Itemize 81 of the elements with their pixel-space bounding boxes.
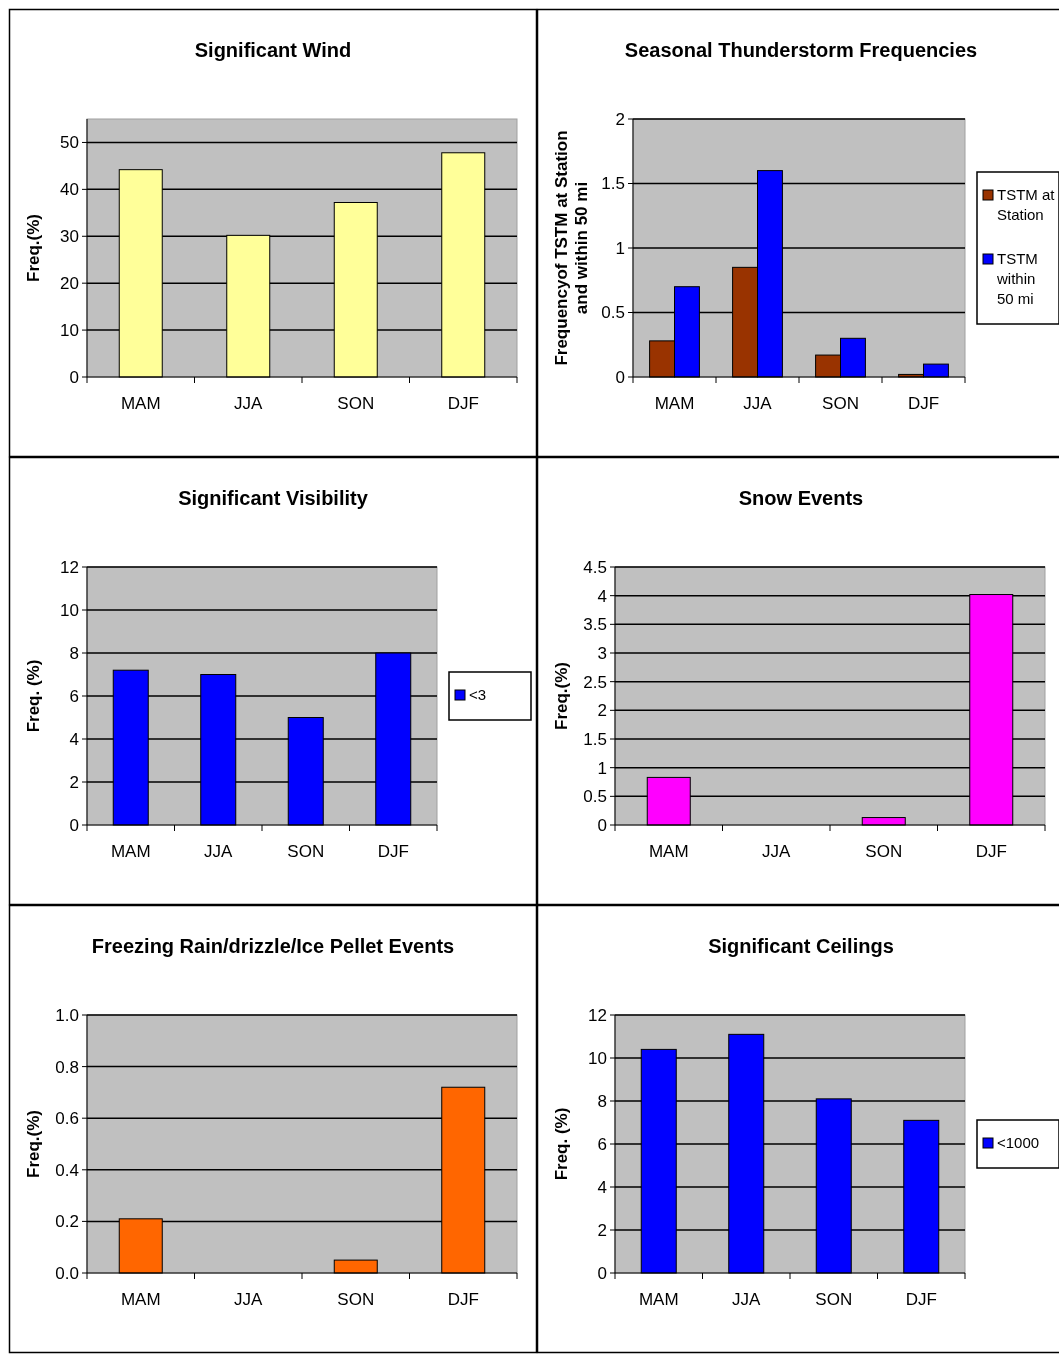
x-tick-label: DJF xyxy=(447,1290,479,1309)
y-tick-label: 10 xyxy=(588,1048,607,1068)
y-tick-label: 2 xyxy=(615,109,625,129)
y-axis-title: Freq.(%) xyxy=(24,214,43,282)
chart-title: Seasonal Thunderstorm Frequencies xyxy=(624,39,978,61)
x-tick-label: JJA xyxy=(743,394,773,413)
y-tick-label: 8 xyxy=(69,643,79,663)
y-tick-label: 0 xyxy=(69,367,79,387)
chart-title: Significant Ceilings xyxy=(708,935,894,957)
y-tick-label: 10 xyxy=(60,321,79,341)
y-tick-label: 4 xyxy=(597,586,607,606)
y-tick-label: 50 xyxy=(60,133,79,153)
x-tick-label: MAM xyxy=(120,394,161,413)
y-tick-label: 6 xyxy=(597,1134,607,1154)
y-tick-label: 4.5 xyxy=(583,557,607,577)
x-tick-label: MAM xyxy=(654,394,695,413)
y-tick-label: 3 xyxy=(597,643,607,663)
y-tick-label: 1 xyxy=(615,238,625,258)
x-tick-label: SON xyxy=(337,394,375,413)
y-tick-label: 0.5 xyxy=(583,787,607,807)
y-tick-label: 8 xyxy=(597,1091,607,1111)
y-tick-label: 1 xyxy=(597,758,607,778)
chart-title: Significant Wind xyxy=(194,39,352,61)
legend-label: TSTM at Station xyxy=(997,186,1056,223)
x-tick-label: JJA xyxy=(732,1290,762,1309)
y-tick-label: 0.8 xyxy=(55,1057,79,1077)
y-tick-label: 0.6 xyxy=(55,1109,79,1129)
x-tick-label: SON xyxy=(815,1290,853,1309)
chart-title: Significant Visibility xyxy=(178,487,369,509)
y-tick-label: 12 xyxy=(60,557,79,577)
y-axis-title: Freq. (%) xyxy=(24,659,43,733)
y-tick-label: 40 xyxy=(60,180,79,200)
x-tick-label: SON xyxy=(287,842,325,861)
y-tick-label: 0 xyxy=(597,1263,607,1283)
y-tick-label: 4 xyxy=(69,729,79,749)
x-tick-label: MAM xyxy=(120,1290,161,1309)
x-tick-label: MAM xyxy=(648,842,689,861)
y-axis-title: Freq.(%) xyxy=(24,1110,43,1178)
y-tick-label: 2 xyxy=(597,701,607,721)
x-tick-label: JJA xyxy=(234,394,264,413)
x-tick-label: DJF xyxy=(447,394,479,413)
y-tick-label: 10 xyxy=(60,600,79,620)
y-tick-label: 0.0 xyxy=(55,1263,79,1283)
y-tick-label: 3.5 xyxy=(583,615,607,635)
y-tick-label: 4 xyxy=(597,1177,607,1197)
y-tick-label: 30 xyxy=(60,227,79,247)
y-tick-label: 0 xyxy=(69,815,79,835)
legend-label: <3 xyxy=(469,686,487,703)
x-tick-label: DJF xyxy=(905,1290,937,1309)
y-tick-label: 0.4 xyxy=(55,1160,79,1180)
x-tick-label: SON xyxy=(865,842,903,861)
y-tick-label: 0.2 xyxy=(55,1212,79,1232)
y-tick-label: 1.5 xyxy=(601,174,625,194)
y-tick-label: 1.5 xyxy=(583,729,607,749)
x-tick-label: DJF xyxy=(377,842,409,861)
y-tick-label: 2 xyxy=(69,772,79,792)
y-axis-title: Freq.(%) xyxy=(552,662,571,730)
y-tick-label: 6 xyxy=(69,686,79,706)
y-tick-label: 2.5 xyxy=(583,672,607,692)
x-tick-label: DJF xyxy=(975,842,1007,861)
y-tick-label: 2 xyxy=(597,1220,607,1240)
y-tick-label: 12 xyxy=(588,1005,607,1025)
x-tick-label: JJA xyxy=(234,1290,264,1309)
legend-label: TSTM within 50 mi xyxy=(996,250,1038,307)
y-axis-title: Frequencyof TSTM at Station and within 50 mi xyxy=(552,130,591,366)
x-tick-label: JJA xyxy=(762,842,792,861)
x-tick-label: DJF xyxy=(907,394,940,413)
y-tick-label: 0.5 xyxy=(601,303,625,323)
chart-title: Snow Events xyxy=(738,487,864,509)
x-tick-label: MAM xyxy=(638,1290,679,1309)
x-tick-label: SON xyxy=(822,394,859,413)
y-axis-title: Freq. (%) xyxy=(552,1107,571,1181)
legend-label: <1000 xyxy=(997,1134,1040,1151)
chart-title: Freezing Rain/drizzle/Ice Pellet Events xyxy=(91,935,455,957)
x-tick-label: JJA xyxy=(204,842,234,861)
x-tick-label: MAM xyxy=(110,842,151,861)
x-tick-label: SON xyxy=(337,1290,375,1309)
y-tick-label: 0 xyxy=(597,815,607,835)
y-tick-label: 1.0 xyxy=(55,1005,79,1025)
y-tick-label: 20 xyxy=(60,274,79,294)
y-tick-label: 0 xyxy=(615,367,625,387)
